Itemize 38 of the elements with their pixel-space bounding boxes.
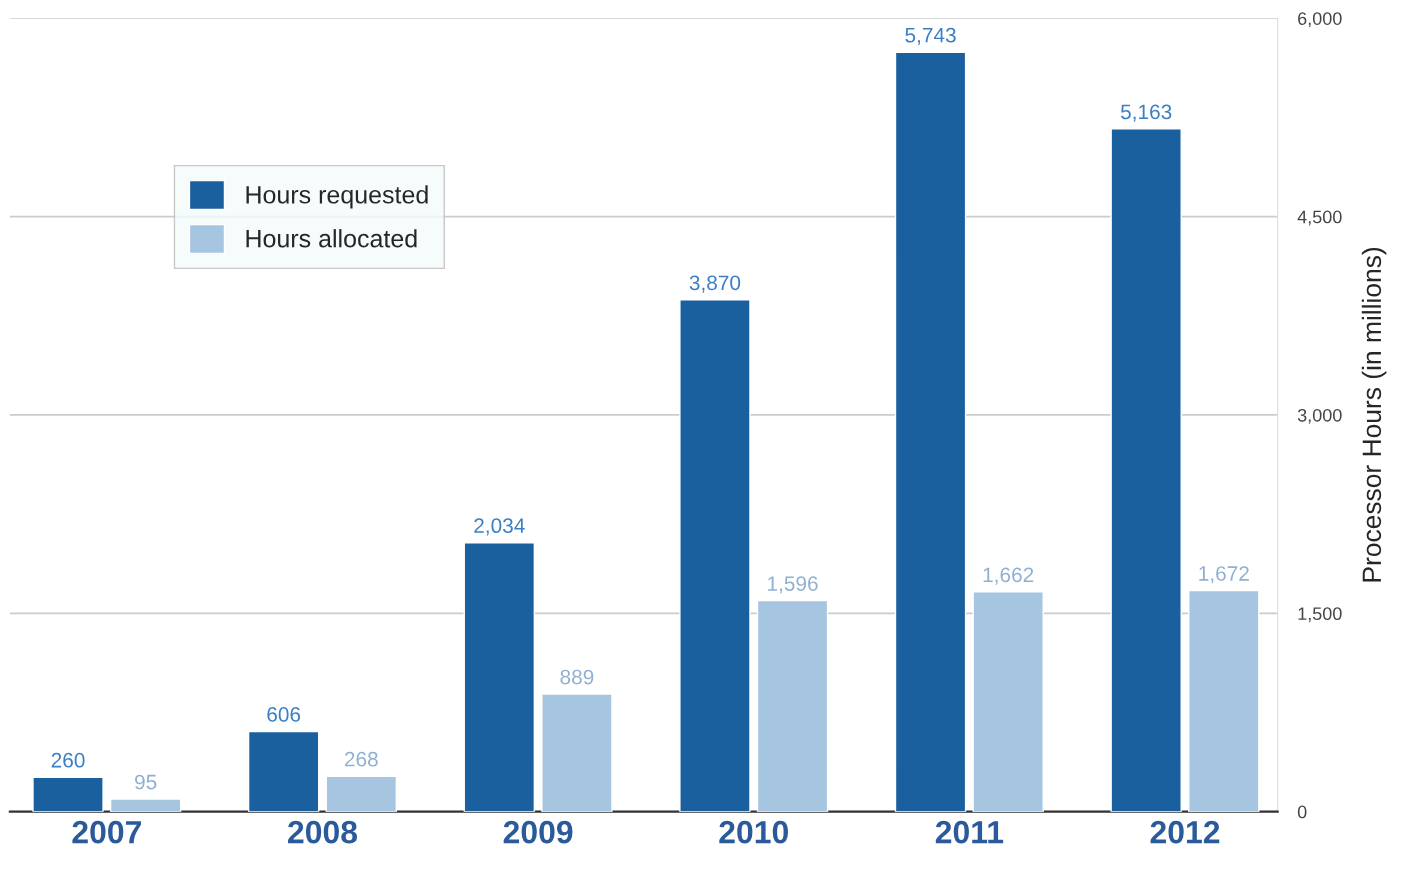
text: 260: [51, 752, 85, 768]
bar: [894, 51, 967, 812]
x-tick-label: 2007: [72, 820, 141, 844]
legend-label: Hours allocated: [246, 229, 417, 248]
text: 95: [135, 774, 157, 790]
y-tick-label: 3,000: [1297, 408, 1342, 424]
y-tick-label: 4,500: [1297, 210, 1342, 226]
bar: [109, 798, 182, 812]
text: 268: [344, 751, 378, 767]
y-tick-label: 6,000: [1298, 12, 1342, 28]
text: 1,662: [983, 567, 1034, 585]
text: 606: [267, 707, 301, 722]
y-axis-title: Processor Hours (in millions): [1361, 247, 1387, 582]
x-tick-label: 2009: [503, 820, 573, 844]
bar: [756, 599, 829, 812]
text: 5,743: [905, 27, 956, 46]
bar: [325, 775, 398, 812]
bar: [1188, 589, 1260, 812]
bar: [972, 591, 1044, 812]
legend-label: Hours requested: [246, 185, 428, 209]
bar: [1110, 128, 1182, 812]
text: 889: [560, 669, 594, 685]
text: 2,034: [474, 518, 525, 536]
x-tick-label: 2012: [1150, 820, 1220, 844]
text: 1,596: [768, 576, 818, 594]
text: 5,163: [1120, 104, 1172, 122]
bar: [463, 541, 536, 812]
y-tick-label: 0: [1297, 805, 1307, 819]
bar: [247, 730, 320, 812]
text: 3,870: [689, 275, 741, 293]
bar: [679, 299, 751, 812]
bar: [32, 776, 104, 812]
text: 1,672: [1199, 566, 1249, 584]
x-tick-label: 2010: [719, 820, 788, 844]
x-tick-label: 2008: [288, 820, 358, 844]
bar: [541, 693, 613, 812]
y-tick-label: 1,500: [1298, 607, 1342, 623]
x-tick-label: 2011: [935, 820, 1004, 844]
